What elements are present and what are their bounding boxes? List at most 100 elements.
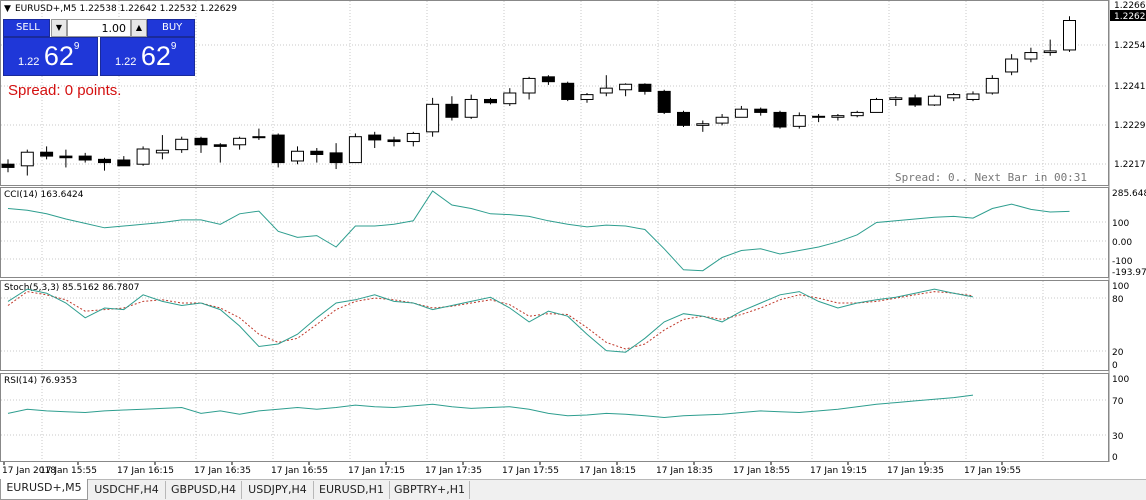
vertical-gridlines	[41, 1, 1044, 461]
rsi-panel-frame	[0, 373, 1109, 462]
candle-body	[908, 97, 922, 106]
tab-gbpusd-h4[interactable]: GBPUSD,H4	[166, 481, 242, 499]
candle-body	[734, 108, 748, 118]
cci-panel-frame	[0, 187, 1109, 278]
time-tick-label: 17 Jan 16:35	[194, 466, 251, 476]
symbol-arrow-icon: ▼	[4, 4, 11, 14]
time-tick-label: 17 Jan 17:55	[502, 466, 559, 476]
price-axis: 1.22660 1.22629 1.22540 1.22415 1.22295 …	[1110, 1, 1146, 170]
candle-body	[426, 103, 440, 133]
time-tick-label: 17 Jan 19:55	[964, 466, 1021, 476]
candle-body	[850, 111, 864, 117]
stoch-axis: 100 80 20 0	[1112, 282, 1129, 371]
time-tick-label: 17 Jan 17:35	[425, 466, 482, 476]
candle-body	[59, 155, 73, 159]
candle-body	[310, 150, 324, 155]
candle-body	[638, 83, 652, 92]
volume-input[interactable]	[67, 19, 131, 37]
sell-price-prefix: 1.22	[18, 56, 40, 68]
candle-body	[696, 123, 710, 126]
candle-body	[541, 76, 555, 83]
candle-body	[233, 137, 247, 146]
rsi-title: RSI(14) 76.9353	[4, 376, 77, 386]
current-price-label: 1.22629	[1114, 12, 1146, 22]
volume-up-icon[interactable]: ▲	[131, 19, 147, 37]
sell-button[interactable]: 1.22 629	[3, 37, 98, 76]
candle-body	[1024, 52, 1038, 60]
candle-body	[464, 98, 478, 118]
stoch-tick-label: 100	[1112, 282, 1129, 292]
buy-label: BUY	[162, 22, 183, 33]
current-price-marker	[1110, 10, 1146, 21]
cci-tick-label: 285.6483	[1112, 189, 1146, 199]
candle-body	[985, 77, 999, 94]
cci-title: CCI(14) 163.6424	[4, 190, 84, 200]
candle-body	[715, 116, 729, 124]
tab-eurusd-h1[interactable]: EURUSD,H1	[314, 481, 390, 499]
time-tick-label: 17 Jan 19:35	[887, 466, 944, 476]
rsi-tick-label: 70	[1112, 397, 1124, 407]
candle-body	[599, 87, 613, 94]
time-tick-label: 17 Jan 17:15	[348, 466, 405, 476]
stoch-tick-label: 0	[1112, 361, 1118, 371]
tab-eurusd-m5[interactable]: EURUSD+,M5	[0, 479, 88, 500]
candle-body	[1, 163, 15, 168]
candle-body	[117, 159, 131, 167]
stoch-signal-line	[7, 291, 974, 350]
stoch-panel-frame	[0, 280, 1109, 371]
candle-body	[1005, 58, 1019, 73]
stoch-title: Stoch(5,3,3) 85.5162 86.7807	[4, 283, 139, 293]
candle-body	[387, 139, 401, 143]
candle-body	[792, 115, 806, 127]
candle-body	[754, 108, 768, 113]
candle-body	[812, 115, 826, 118]
price-tick-label: 1.22175	[1114, 160, 1146, 170]
candlestick-series	[1, 16, 1076, 176]
price-tick-label: 1.22660	[1114, 1, 1146, 11]
time-tick-label: 17 Jan 18:55	[733, 466, 790, 476]
candle-body	[329, 152, 343, 164]
candle-body	[155, 149, 169, 154]
time-tick-label: 17 Jan 16:55	[271, 466, 328, 476]
volume-down-icon[interactable]: ▼	[51, 19, 67, 37]
candle-body	[503, 92, 517, 105]
sell-label: SELL	[16, 22, 40, 33]
time-tick-label: 17 Jan 18:35	[656, 466, 713, 476]
candle-body	[677, 111, 690, 126]
candle-body	[947, 94, 961, 99]
time-tick-label: 17 Jan 16:15	[117, 466, 174, 476]
symbol-header: EURUSD+,M5 1.22538 1.22642 1.22532 1.226…	[15, 4, 237, 14]
candle-body	[484, 98, 497, 104]
cci-tick-label: -193.973	[1112, 268, 1146, 278]
time-tick-label: 17 Jan 18:15	[579, 466, 636, 476]
buy-label-button[interactable]: BUY	[147, 19, 195, 37]
sell-label-button[interactable]: SELL	[3, 19, 50, 37]
stoch-tick-label: 80	[1112, 295, 1124, 305]
candle-body	[252, 136, 266, 139]
candle-body	[291, 150, 304, 162]
tab-usdchf-h4[interactable]: USDCHF,H4	[88, 481, 166, 499]
candle-body	[619, 83, 633, 91]
candle-body	[175, 138, 189, 151]
cci-line	[7, 190, 1070, 272]
rsi-tick-label: 100	[1112, 375, 1129, 385]
candle-body	[773, 111, 787, 128]
candle-body	[831, 115, 845, 118]
candle-body	[271, 134, 285, 164]
cci-tick-label: -100	[1112, 257, 1133, 267]
candle-body	[1043, 50, 1057, 54]
buy-button[interactable]: 1.22 629	[100, 37, 195, 76]
price-tick-label: 1.22540	[1114, 41, 1146, 51]
time-tick-label: 17 Jan 19:15	[810, 466, 867, 476]
candle-body	[136, 148, 150, 165]
tab-gbptry-h1[interactable]: GBPTRY+,H1	[390, 481, 470, 499]
candle-body	[580, 94, 594, 100]
buy-price-big: 62	[140, 41, 171, 71]
candle-body	[522, 77, 536, 94]
cci-axis: 285.6483 100 0.00 -100 -193.973	[1112, 189, 1146, 278]
chart-tabs: EURUSD+,M5 USDCHF,H4 GBPUSD,H4 USDJPY,H4…	[0, 479, 1146, 500]
cci-tick-label: 100	[1112, 219, 1129, 229]
tab-usdjpy-h4[interactable]: USDJPY,H4	[242, 481, 314, 499]
cci-tick-label: 0.00	[1112, 238, 1132, 248]
